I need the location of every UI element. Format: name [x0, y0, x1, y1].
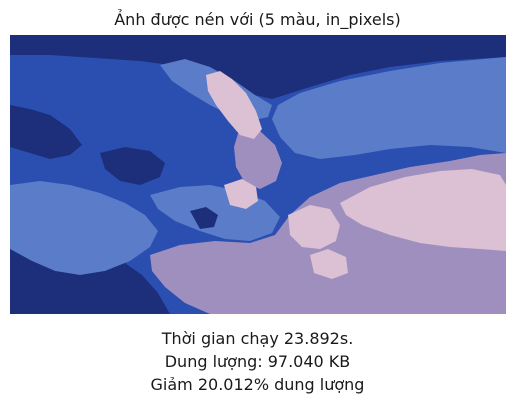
region-pink-islet: [224, 179, 258, 209]
region-navy-lower-left: [10, 249, 170, 314]
compressed-image: [10, 35, 506, 314]
region-pink-cloud-right: [340, 169, 506, 251]
figure-title: Ảnh được nén với (5 màu, in_pixels): [114, 10, 401, 29]
region-pink-ridge: [206, 71, 262, 139]
size-reduction-text: Giảm 20.012% dung lượng: [150, 375, 365, 394]
region-navy-top: [10, 35, 506, 99]
region-cornflower-left: [10, 181, 158, 275]
region-lavender-peninsula: [234, 127, 282, 189]
region-navy-center: [100, 147, 165, 185]
file-size-text: Dung lượng: 97.040 KB: [164, 352, 351, 371]
region-pink-center: [288, 205, 340, 249]
caption: Thời gian chạy 23.892s. Dung lượng: 97.0…: [0, 327, 515, 396]
region-pink-spot: [310, 249, 348, 279]
runtime-text: Thời gian chạy 23.892s.: [161, 329, 354, 348]
region-navy-left-upper: [10, 105, 82, 159]
region-navy-sliver: [190, 207, 218, 229]
region-cornflower-upper-right: [272, 57, 506, 159]
